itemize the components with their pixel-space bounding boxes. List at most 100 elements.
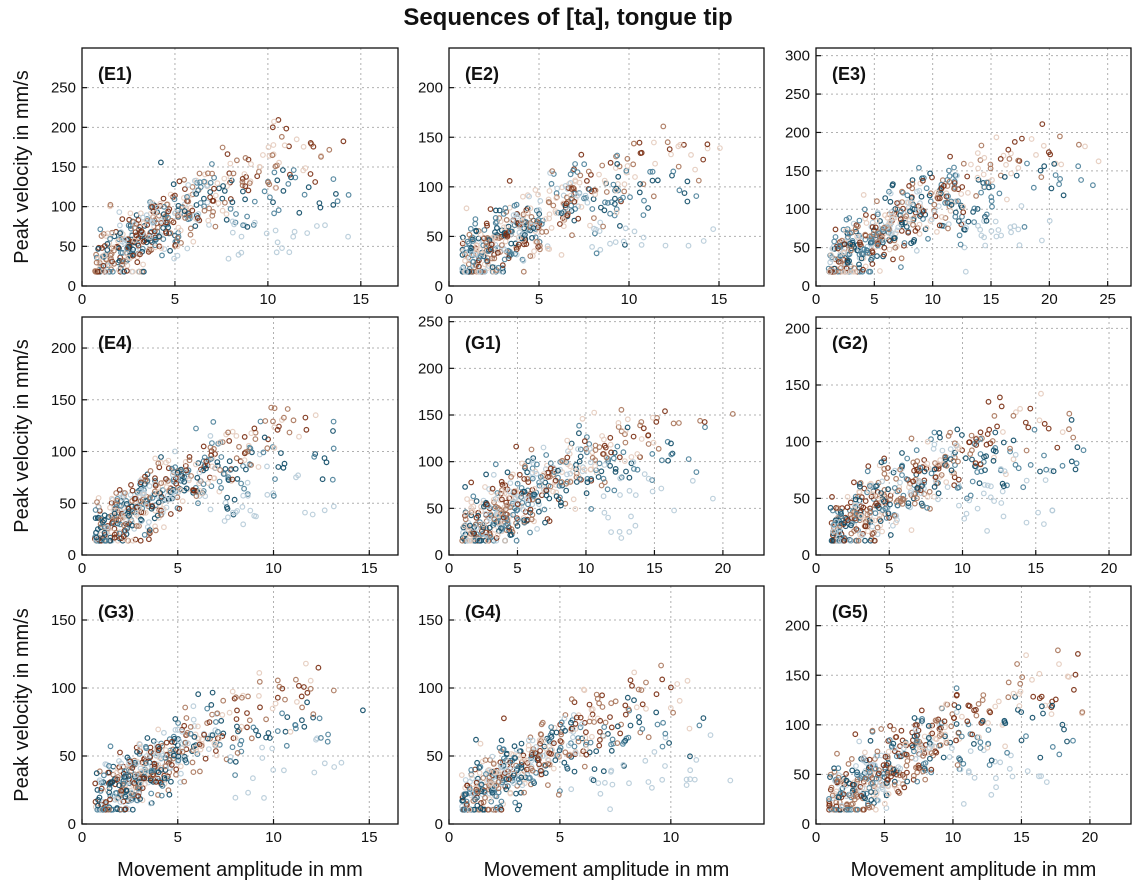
data-point: [1012, 451, 1019, 458]
data-point: [980, 692, 987, 698]
data-point: [187, 724, 194, 730]
data-point: [887, 501, 893, 508]
data-point: [511, 202, 518, 209]
data-point: [228, 177, 235, 184]
data-point: [562, 727, 568, 734]
data-point: [614, 160, 621, 167]
data-point: [161, 246, 168, 253]
data-point: [928, 750, 935, 756]
data-point: [109, 806, 116, 813]
data-point: [564, 212, 571, 219]
data-point: [287, 728, 294, 735]
data-point: [960, 220, 966, 227]
data-point: [462, 484, 469, 490]
data-point: [856, 251, 863, 258]
x-tick-label: 20: [715, 560, 732, 577]
data-point: [612, 195, 618, 202]
data-point: [168, 217, 175, 224]
data-point: [229, 199, 236, 206]
data-point: [100, 806, 107, 813]
data-point: [520, 257, 527, 264]
data-point: [216, 439, 223, 446]
data-point: [187, 225, 194, 232]
data-point: [505, 247, 512, 254]
data-point: [946, 754, 953, 760]
data-point: [158, 480, 165, 487]
data-point: [536, 238, 543, 245]
data-point: [223, 216, 230, 223]
data-point: [912, 727, 919, 733]
data-point: [575, 446, 581, 453]
data-point: [95, 245, 101, 252]
data-point: [992, 218, 999, 225]
data-point: [958, 191, 965, 197]
data-point: [862, 749, 868, 756]
data-point: [503, 522, 510, 529]
data-point: [248, 161, 254, 168]
data-point: [499, 481, 506, 488]
data-point: [863, 212, 869, 218]
data-point: [110, 247, 117, 254]
data-point: [208, 452, 215, 459]
data-point: [1010, 456, 1017, 463]
data-point: [557, 221, 563, 227]
data-point: [960, 203, 967, 210]
data-point: [977, 745, 984, 751]
data-point: [202, 755, 209, 762]
data-point: [1070, 434, 1077, 441]
data-point: [100, 798, 107, 805]
data-point: [988, 228, 995, 234]
data-point: [872, 756, 878, 762]
y-tick-label: 50: [793, 490, 810, 507]
y-tick-label: 50: [793, 240, 810, 257]
data-point: [512, 799, 519, 806]
data-point: [470, 493, 477, 500]
x-tick-label: 10: [621, 291, 638, 308]
data-point: [1040, 710, 1046, 717]
data-point: [162, 747, 169, 753]
data-point: [506, 177, 513, 184]
data-point: [219, 195, 226, 202]
y-tick-label: 150: [785, 377, 810, 394]
data-point: [564, 471, 570, 478]
data-point: [902, 740, 909, 747]
data-point: [1078, 177, 1084, 183]
data-point: [572, 720, 579, 727]
data-point: [952, 462, 958, 469]
data-point: [227, 205, 234, 212]
data-point: [921, 457, 928, 463]
data-point: [603, 454, 610, 461]
data-point: [887, 496, 894, 503]
data-point: [667, 705, 674, 711]
data-point: [631, 466, 637, 472]
data-point: [549, 168, 556, 175]
data-point: [101, 517, 107, 524]
data-point: [861, 246, 868, 253]
data-point: [893, 771, 900, 778]
data-point: [233, 211, 239, 217]
data-point: [515, 776, 522, 783]
data-point: [496, 235, 503, 242]
data-point: [645, 205, 651, 211]
data-point: [659, 776, 666, 783]
data-point: [609, 781, 616, 788]
data-point: [463, 510, 469, 516]
data-point: [943, 701, 949, 707]
data-point: [873, 791, 880, 797]
data-point: [105, 514, 112, 520]
data-point: [499, 262, 506, 269]
data-point: [831, 245, 838, 252]
data-point: [468, 505, 475, 511]
data-point: [651, 139, 657, 146]
data-point: [537, 753, 543, 759]
data-point: [622, 225, 629, 232]
data-point: [473, 521, 479, 528]
data-point: [201, 731, 208, 738]
data-point: [885, 465, 891, 471]
data-point: [251, 425, 258, 432]
data-point: [272, 184, 279, 191]
x-tick-label: 15: [361, 560, 378, 577]
data-point: [512, 755, 518, 761]
data-point: [147, 494, 153, 501]
data-point: [544, 243, 551, 250]
